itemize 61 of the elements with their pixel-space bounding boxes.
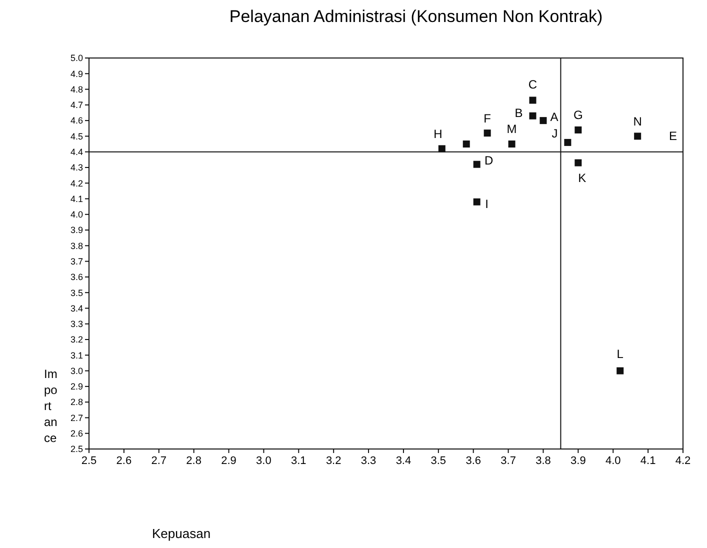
y-tick-label: 3.2: [70, 334, 83, 345]
y-tick-label: 4.2: [70, 178, 83, 188]
x-tick-label: 2.5: [81, 455, 97, 467]
x-tick-label: 3.8: [536, 455, 551, 467]
y-tick-label: 3.4: [70, 303, 83, 314]
y-tick-label: 3.0: [70, 366, 83, 376]
x-tick-label: 2.9: [221, 455, 236, 467]
annotation: C: [528, 77, 538, 92]
x-tick-label: 2.8: [186, 455, 202, 467]
annotation: E: [668, 129, 678, 144]
x-tick-label: 2.7: [151, 455, 167, 467]
x-tick-label: 3.9: [570, 455, 586, 467]
y-tick-label: 3.1: [70, 350, 83, 360]
y-tick-label: 4.6: [70, 116, 83, 126]
y-tick-label: 3.8: [70, 240, 83, 251]
annotation: I: [485, 197, 489, 212]
annotation: B: [514, 106, 523, 120]
annotation: H: [434, 126, 442, 141]
annotation: G: [574, 108, 583, 122]
annotation: M: [506, 122, 517, 136]
chart-title: Pelayanan Administrasi (Konsumen Non Kontrak): [229, 7, 603, 26]
x-tick-label: 3.5: [430, 455, 446, 467]
y-tick-label: 3.5: [70, 288, 83, 298]
annotation: D: [484, 154, 494, 168]
x-tick-label: 3.2: [326, 455, 342, 467]
x-tick-label: 3.6: [466, 455, 481, 467]
y-tick-label: 3.6: [70, 272, 83, 282]
annotation: L: [616, 347, 624, 361]
y-tick-label: 2.5: [70, 444, 83, 454]
x-tick-label: 3.3: [360, 455, 376, 467]
y-tick-label: 4.8: [70, 84, 83, 94]
annotation: A: [550, 110, 558, 124]
y-tick-label: 2.8: [70, 397, 83, 408]
y-tick-label: 4.3: [70, 162, 83, 173]
y-tick-label: 2.7: [70, 412, 83, 423]
y-tick-label: 2.9: [70, 382, 83, 392]
x-tick-label: 3.1: [291, 455, 306, 467]
y-tick-label: 3.7: [70, 256, 83, 266]
y-tick-label: 4.9: [70, 68, 83, 79]
annotation: N: [633, 114, 642, 128]
y-tick-label: 4.7: [70, 100, 83, 110]
annotation: K: [578, 170, 586, 185]
x-tick-label: 3.7: [500, 455, 516, 467]
y-tick-label: 4.4: [70, 146, 83, 157]
x-axis-title: Kepuasan: [152, 526, 211, 541]
y-tick-label: 3.9: [70, 225, 83, 236]
x-tick-label: 3.0: [256, 455, 272, 467]
x-tick-label: 3.4: [396, 455, 412, 467]
y-tick-label: 3.3: [70, 319, 83, 330]
x-tick-label: 2.6: [116, 455, 132, 467]
annotation: J: [552, 126, 558, 141]
y-axis-title: Importance: [44, 367, 58, 445]
x-tick-label: 4.0: [605, 455, 621, 467]
y-tick-label: 5.0: [70, 53, 83, 64]
x-tick-label: 4.2: [675, 455, 691, 467]
y-tick-label: 4.1: [70, 194, 83, 204]
x-tick-label: 4.1: [640, 455, 656, 467]
annotation: F: [484, 111, 491, 126]
y-tick-label: 2.6: [70, 428, 83, 439]
y-tick-label: 4.5: [70, 131, 83, 142]
y-tick-label: 4.0: [70, 210, 83, 220]
